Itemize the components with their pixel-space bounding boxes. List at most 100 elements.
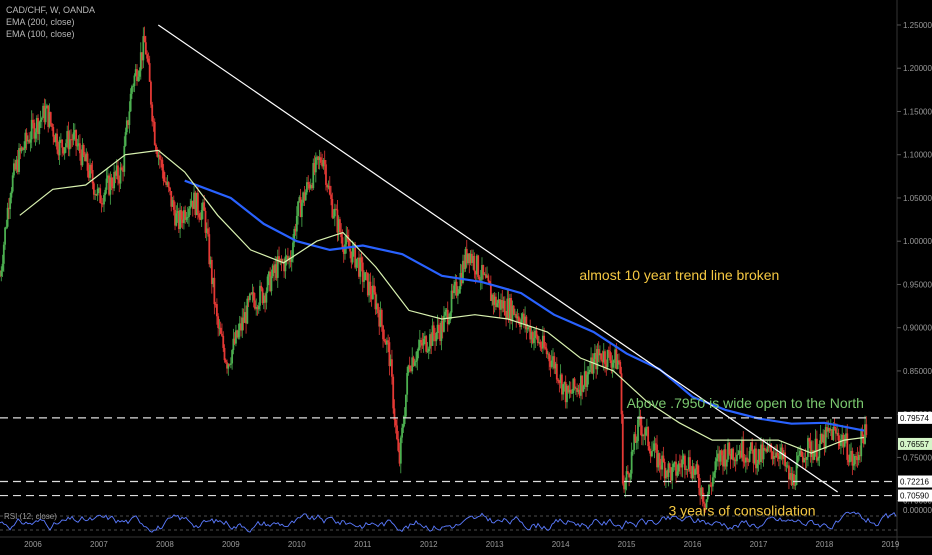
candle-body bbox=[158, 155, 161, 160]
candle-body bbox=[236, 330, 239, 338]
candle-body bbox=[789, 473, 792, 480]
candle-body bbox=[498, 299, 501, 310]
candle-body bbox=[536, 335, 539, 343]
candle-body bbox=[44, 108, 47, 123]
candle-body bbox=[614, 349, 617, 361]
candle-body bbox=[90, 164, 93, 170]
candle-body bbox=[517, 316, 520, 323]
candle-body bbox=[27, 139, 29, 142]
candle-body bbox=[496, 303, 499, 307]
candle-body bbox=[843, 441, 846, 447]
candle-body bbox=[104, 189, 107, 196]
candle-body bbox=[521, 313, 524, 320]
candle-body bbox=[231, 350, 234, 364]
candle-body bbox=[235, 330, 237, 344]
x-tick-label: 2012 bbox=[420, 540, 438, 549]
candle-body bbox=[658, 453, 661, 466]
candle-body bbox=[359, 257, 362, 277]
candle-body bbox=[388, 342, 391, 367]
candle-body bbox=[449, 312, 452, 321]
candle-body bbox=[602, 351, 605, 363]
candle-body bbox=[99, 188, 102, 203]
candle-body bbox=[758, 449, 761, 462]
candle-body bbox=[156, 150, 159, 157]
candle-body bbox=[799, 450, 802, 456]
candle-body bbox=[327, 185, 330, 188]
candle-body bbox=[14, 163, 17, 170]
candle-body bbox=[33, 122, 36, 139]
candle-body bbox=[582, 385, 585, 392]
candle-body bbox=[161, 159, 164, 171]
candle-body bbox=[623, 483, 625, 490]
candle-body bbox=[706, 494, 709, 500]
candle-body bbox=[454, 281, 457, 286]
candle-body bbox=[662, 455, 665, 462]
x-tick-label: 2016 bbox=[684, 540, 702, 549]
candle-body bbox=[621, 414, 624, 484]
candle-body bbox=[42, 105, 45, 118]
candle-body bbox=[280, 258, 283, 263]
candle-body bbox=[337, 219, 340, 233]
candle-body bbox=[585, 371, 587, 387]
candle-body bbox=[507, 298, 510, 320]
candle-body bbox=[557, 379, 559, 382]
candle-body bbox=[704, 503, 707, 508]
candle-body bbox=[226, 362, 228, 369]
candle-body bbox=[54, 133, 57, 143]
candle-body bbox=[503, 300, 506, 316]
candle-body bbox=[762, 447, 765, 460]
candle-body bbox=[703, 501, 705, 504]
candle-body bbox=[209, 259, 212, 265]
candle-body bbox=[16, 159, 19, 172]
candle-body bbox=[742, 440, 745, 462]
candle-body bbox=[821, 433, 823, 443]
candle-body bbox=[257, 305, 260, 310]
candle-body bbox=[227, 364, 230, 369]
candle-body bbox=[529, 326, 532, 340]
candle-body bbox=[241, 317, 244, 331]
candle-body bbox=[40, 117, 43, 120]
candle-body bbox=[652, 450, 655, 452]
candle-body bbox=[370, 294, 373, 300]
candle-body bbox=[273, 265, 275, 273]
candle-body bbox=[196, 192, 199, 214]
candle-body bbox=[865, 424, 868, 435]
candle-body bbox=[681, 459, 684, 468]
candle-body bbox=[829, 429, 832, 431]
candle-body bbox=[667, 463, 670, 478]
candle-body bbox=[420, 340, 423, 343]
candle-body bbox=[394, 419, 397, 426]
candle-body bbox=[30, 119, 33, 140]
candle-body bbox=[245, 312, 247, 324]
candle-body bbox=[500, 299, 502, 310]
candle-body bbox=[694, 469, 696, 475]
candle-body bbox=[101, 203, 104, 205]
y-tick-label: 0.90000 bbox=[903, 324, 932, 333]
candle-body bbox=[547, 353, 549, 355]
candle-body bbox=[432, 325, 435, 336]
candle-body bbox=[719, 450, 722, 462]
candle-body bbox=[191, 200, 194, 209]
candle-body bbox=[649, 451, 652, 457]
candle-body bbox=[481, 264, 483, 280]
candle-body bbox=[505, 315, 507, 319]
candle-body bbox=[567, 385, 570, 393]
candle-body bbox=[776, 452, 779, 456]
candle-body bbox=[856, 456, 859, 461]
candle-body bbox=[46, 105, 48, 109]
candle-body bbox=[248, 293, 251, 301]
candle-body bbox=[366, 272, 369, 296]
candle-body bbox=[148, 63, 151, 82]
candle-body bbox=[139, 52, 142, 71]
candle-body bbox=[129, 93, 132, 112]
candle-body bbox=[834, 428, 837, 434]
candle-body bbox=[275, 264, 278, 278]
candle-body bbox=[269, 271, 272, 292]
candle-body bbox=[732, 448, 735, 461]
candle-body bbox=[771, 451, 774, 459]
candle-body bbox=[643, 434, 646, 436]
candle-body bbox=[508, 298, 511, 320]
level-price-label: 0.79574 bbox=[900, 414, 929, 423]
candle-body bbox=[847, 459, 850, 463]
